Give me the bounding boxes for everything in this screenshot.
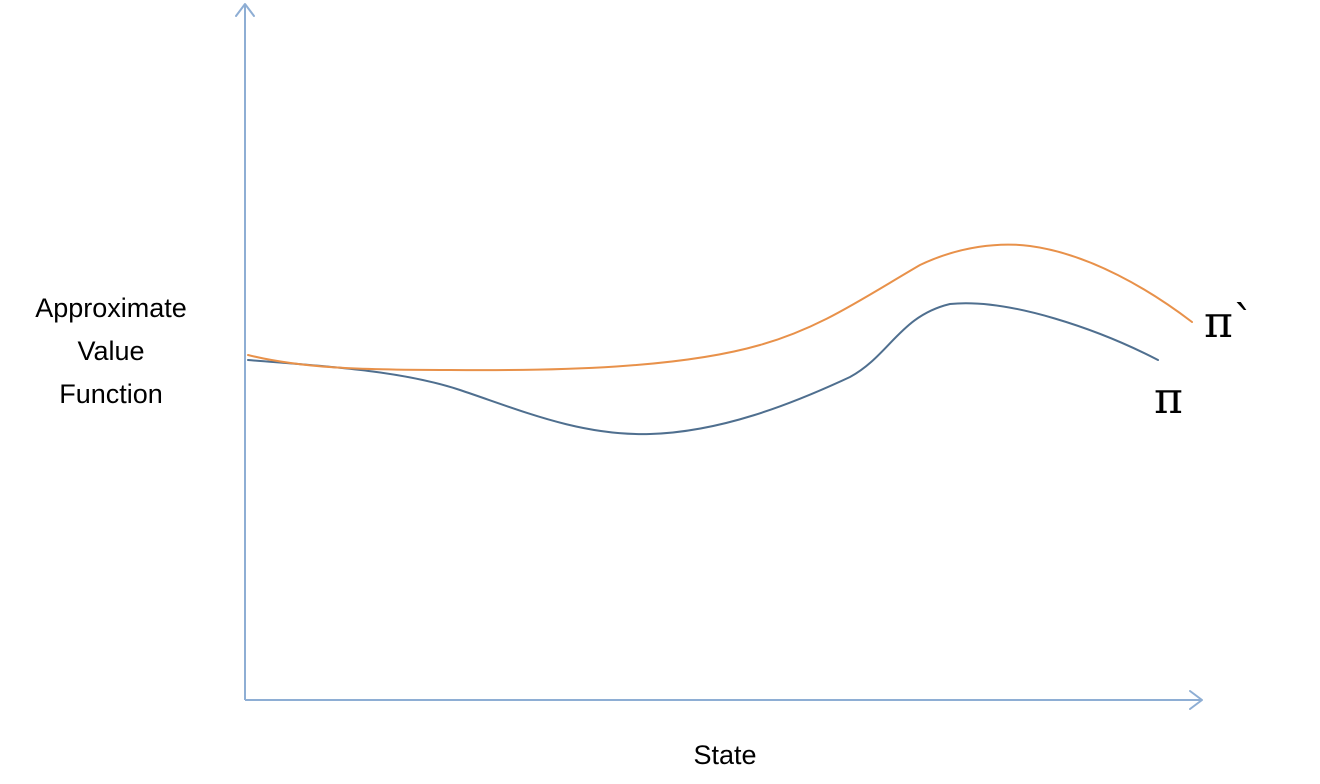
curve-label-pi-prime: π` [1204, 297, 1255, 348]
x-axis-arrowhead [1189, 690, 1203, 710]
y-axis-label-line-2: Value [77, 336, 145, 366]
curve-pi [247, 302, 1159, 436]
y-axis-label-line-1: Approximate [35, 293, 187, 323]
y-axis-arrowhead [235, 3, 255, 17]
curve-pi-prime [247, 243, 1193, 372]
y-axis-label: Approximate Value Function [0, 287, 222, 416]
curve-label-pi: π [1154, 373, 1183, 424]
y-axis-label-line-3: Function [59, 379, 163, 409]
x-axis-label: State [693, 740, 757, 770]
